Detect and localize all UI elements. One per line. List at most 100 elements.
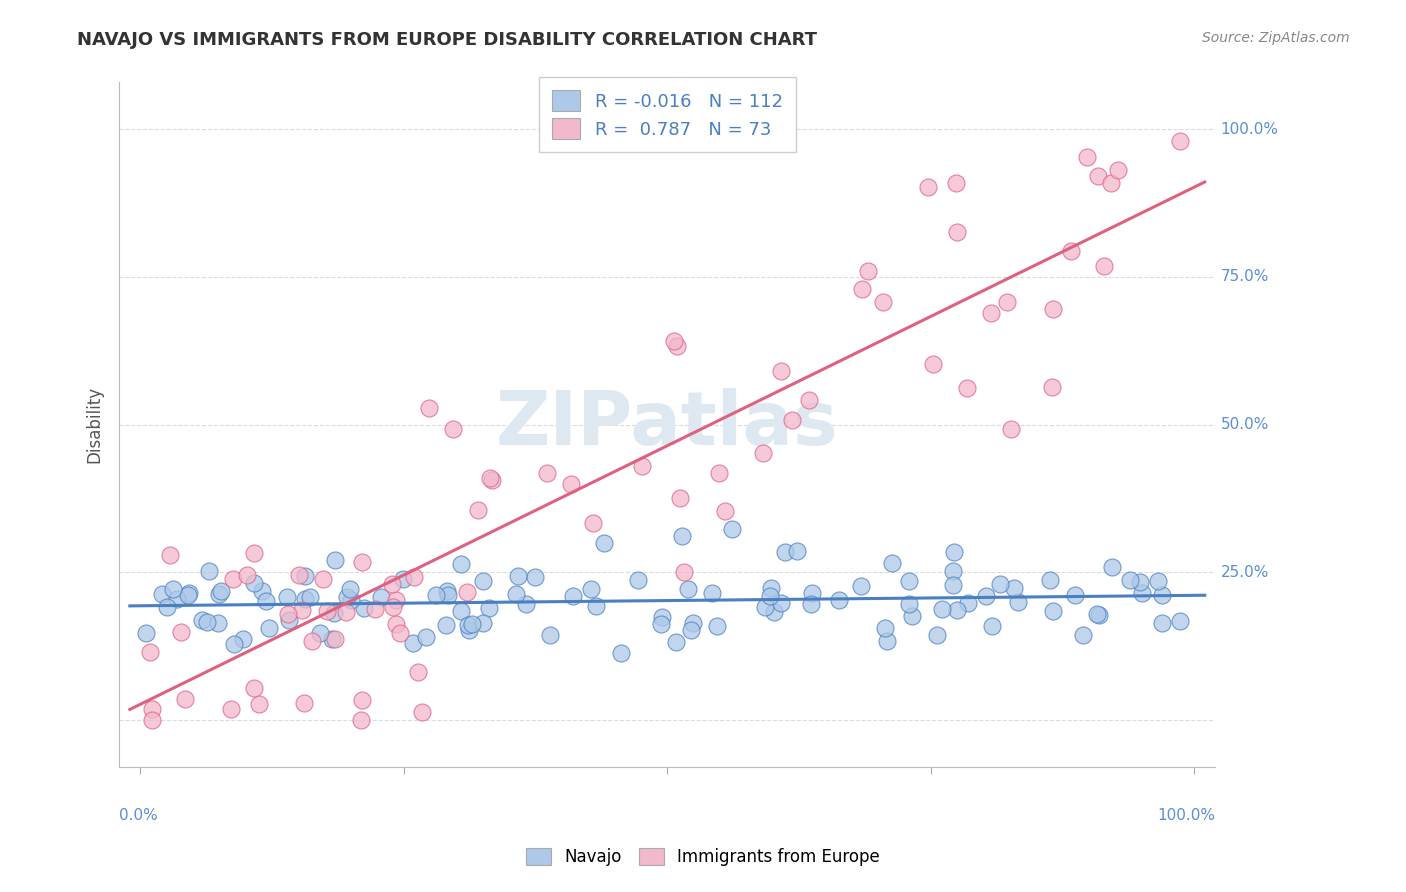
Point — [761, 581, 783, 595]
Point — [681, 623, 703, 637]
Point — [702, 585, 724, 599]
Point — [1087, 169, 1109, 184]
Text: 25.0%: 25.0% — [1220, 565, 1270, 580]
Point — [872, 295, 894, 310]
Point — [434, 618, 457, 632]
Point — [671, 529, 693, 543]
Point — [150, 586, 173, 600]
Point — [312, 572, 335, 586]
Point — [323, 553, 346, 567]
Point — [350, 713, 373, 727]
Point — [988, 577, 1011, 591]
Point — [1099, 176, 1122, 190]
Text: 100.0%: 100.0% — [1220, 122, 1278, 136]
Point — [211, 584, 233, 599]
Point — [707, 466, 730, 480]
Point — [560, 477, 582, 491]
Point — [159, 548, 181, 562]
Text: NAVAJO VS IMMIGRANTS FROM EUROPE DISABILITY CORRELATION CHART: NAVAJO VS IMMIGRANTS FROM EUROPE DISABIL… — [77, 31, 817, 49]
Point — [946, 226, 969, 240]
Point — [353, 600, 375, 615]
Point — [277, 613, 299, 627]
Point — [425, 588, 447, 602]
Point — [257, 621, 280, 635]
Point — [173, 691, 195, 706]
Text: 50.0%: 50.0% — [1220, 417, 1270, 432]
Point — [582, 516, 605, 530]
Point — [955, 381, 977, 395]
Point — [1060, 244, 1083, 258]
Point — [277, 607, 299, 622]
Point — [515, 597, 537, 611]
Point — [925, 628, 948, 642]
Point — [524, 570, 547, 584]
Point — [385, 616, 408, 631]
Point — [1042, 301, 1064, 316]
Point — [1101, 560, 1123, 574]
Point — [352, 555, 374, 569]
Point — [481, 473, 503, 487]
Point — [673, 565, 696, 579]
Point — [222, 637, 245, 651]
Point — [460, 617, 482, 632]
Point — [316, 604, 339, 618]
Point — [339, 593, 361, 607]
Point — [876, 633, 898, 648]
Point — [995, 294, 1018, 309]
Point — [1042, 604, 1064, 618]
Point — [135, 626, 157, 640]
Point — [1130, 586, 1153, 600]
Point — [436, 583, 458, 598]
Point — [650, 617, 672, 632]
Text: 0.0%: 0.0% — [120, 808, 157, 823]
Point — [335, 605, 357, 619]
Point — [141, 713, 163, 727]
Point — [682, 615, 704, 630]
Point — [166, 591, 188, 606]
Point — [363, 602, 385, 616]
Point — [773, 544, 796, 558]
Point — [721, 523, 744, 537]
Legend: R = -0.016   N = 112, R =  0.787   N = 73: R = -0.016 N = 112, R = 0.787 N = 73 — [538, 78, 796, 152]
Point — [917, 180, 939, 194]
Point — [1107, 163, 1129, 178]
Point — [714, 504, 737, 518]
Point — [389, 625, 412, 640]
Point — [1085, 607, 1108, 621]
Point — [222, 572, 245, 586]
Point — [418, 401, 440, 415]
Point — [945, 176, 967, 190]
Point — [1129, 574, 1152, 589]
Point — [169, 625, 191, 640]
Point — [406, 665, 429, 679]
Point — [1064, 588, 1087, 602]
Point — [336, 590, 359, 604]
Point — [323, 632, 346, 646]
Text: 75.0%: 75.0% — [1220, 269, 1270, 285]
Point — [1170, 614, 1192, 628]
Point — [627, 573, 650, 587]
Point — [352, 693, 374, 707]
Point — [1039, 573, 1062, 587]
Point — [678, 582, 700, 596]
Point — [610, 646, 633, 660]
Point — [254, 594, 277, 608]
Point — [177, 588, 200, 602]
Point — [236, 568, 259, 582]
Point — [243, 546, 266, 560]
Point — [751, 446, 773, 460]
Point — [179, 586, 201, 600]
Point — [198, 564, 221, 578]
Point — [450, 558, 472, 572]
Point — [301, 634, 323, 648]
Point — [980, 306, 1002, 320]
Point — [880, 556, 903, 570]
Point — [943, 545, 966, 559]
Point — [1040, 380, 1063, 394]
Point — [288, 568, 311, 582]
Point — [321, 632, 343, 647]
Point — [162, 582, 184, 596]
Point — [252, 583, 274, 598]
Point — [651, 609, 673, 624]
Point — [472, 574, 495, 588]
